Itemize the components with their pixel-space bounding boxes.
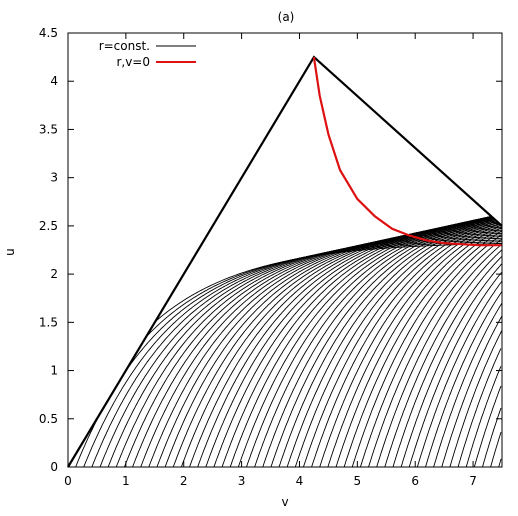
r-const-contour [433, 302, 503, 468]
r-const-contour [498, 458, 502, 468]
r-const-contour [359, 234, 502, 468]
r-const-contour [449, 329, 503, 468]
r-const-contour [351, 230, 502, 468]
r-const-contour [425, 291, 503, 468]
r-const-contour [286, 217, 502, 468]
y-tick-label: 2 [50, 267, 58, 281]
y-tick-label: 1.5 [39, 315, 58, 329]
r-const-contour [457, 348, 502, 468]
x-tick-label: 0 [64, 474, 72, 488]
r-const-contour [384, 249, 503, 468]
r-const-contour [441, 315, 503, 468]
r-const-contour [302, 219, 502, 468]
r-const-contour [465, 366, 502, 468]
y-tick-label: 1 [50, 364, 58, 378]
r-const-contour [270, 216, 502, 468]
r-const-contour [376, 243, 502, 468]
r-const-contour [156, 224, 503, 468]
y-tick-label: 2.5 [39, 219, 58, 233]
r-const-contour [132, 228, 502, 468]
legend: r=const. r,v=0 [99, 39, 196, 69]
plot-frame [67, 32, 503, 468]
r-const-contour [229, 216, 502, 468]
r-const-contour [473, 385, 502, 468]
x-tick-label: 4 [296, 474, 304, 488]
r-const-contour [115, 231, 502, 468]
r-const-contour [278, 216, 502, 468]
y-tick-label: 0.5 [39, 412, 58, 426]
y-tick-label: 4 [50, 74, 58, 88]
r-const-contour [311, 220, 502, 468]
r-const-contour [335, 224, 502, 468]
x-tick-label: 3 [238, 474, 246, 488]
r-const-contour [368, 238, 502, 468]
axes: 0 1 2 3 4 5 6 7 0 0.5 1 1.5 2 2.5 3 3.5 4 4.5 [39, 26, 502, 488]
r-const-contour [75, 239, 502, 468]
r-const-contour [319, 221, 502, 468]
r-const-contour [294, 218, 502, 468]
x-tick-label: 2 [180, 474, 188, 488]
x-tick-label: 1 [122, 474, 130, 488]
r-const-contour [327, 222, 502, 468]
r-const-contour [262, 216, 502, 468]
x-axis-title: v [281, 495, 288, 509]
x-tick-label: 5 [354, 474, 362, 488]
r-const-contour [237, 216, 502, 468]
r-const-contour [408, 271, 503, 468]
x-tick-label: 7 [469, 474, 477, 488]
chart-marks [67, 55, 503, 468]
y-tick-label: 4.5 [39, 26, 58, 40]
y-axis-title: u [3, 248, 17, 256]
r-const-contour [400, 263, 503, 468]
legend-label-r-const: r=const. [99, 39, 150, 53]
r-const-contour [482, 407, 502, 468]
r-const-contour [246, 216, 502, 468]
r-const-contours [67, 216, 503, 468]
chart-title: (a) [278, 10, 295, 24]
y-tick-label: 0 [50, 460, 58, 474]
series-line-r-v-zero [312, 56, 502, 247]
y-tick-label: 3 [50, 171, 58, 185]
r-const-contour [107, 232, 502, 468]
r-const-contour [490, 431, 502, 468]
r-const-contour [254, 216, 502, 468]
r-const-contour [416, 281, 503, 468]
r-const-contour [67, 241, 502, 468]
r-const-contour [392, 256, 503, 468]
y-tick-label: 3.5 [39, 122, 58, 136]
r-const-contour [91, 236, 502, 468]
x-tick-label: 6 [411, 474, 419, 488]
legend-label-r-v: r,v=0 [116, 55, 150, 69]
